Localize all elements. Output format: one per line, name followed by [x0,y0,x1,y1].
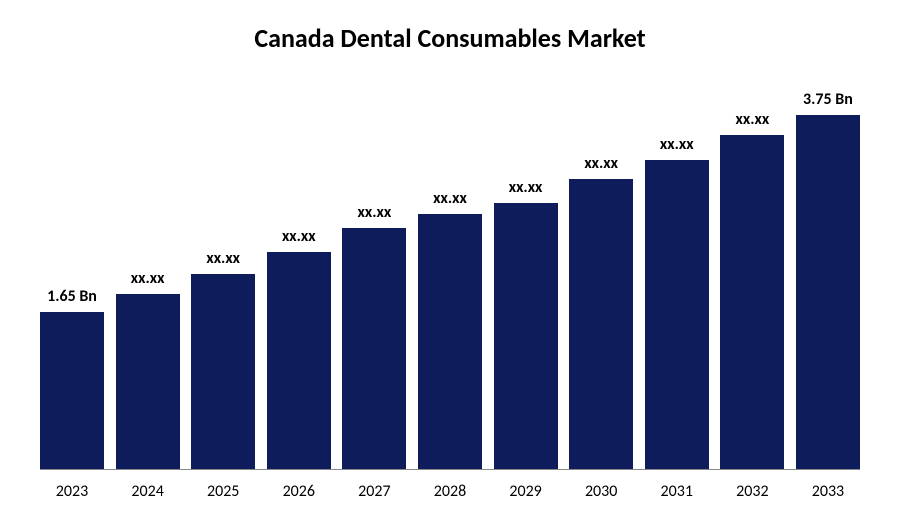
x-label: 2025 [191,482,255,501]
bar-value-label: 1.65 Bn [47,287,97,306]
bar-group: 1.65 Bn [40,90,104,469]
bar-value-label: xx.xx [509,178,543,197]
bars-container: 1.65 Bn xx.xx xx.xx xx.xx xx.xx xx.xx xx… [40,90,860,470]
x-label: 2026 [267,482,331,501]
bar-value-label: xx.xx [282,227,316,246]
bar-value-label: xx.xx [206,249,240,268]
x-label: 2028 [418,482,482,501]
bar-value-label: xx.xx [736,110,770,129]
x-label: 2030 [569,482,633,501]
bar-group: xx.xx [342,90,406,469]
bar-2030 [569,179,633,469]
bar-group: xx.xx [191,90,255,469]
bar-value-label: xx.xx [131,269,165,288]
bar-2029 [494,203,558,469]
x-label: 2023 [40,482,104,501]
bar-2027 [342,228,406,469]
bar-2024 [116,294,180,469]
x-label: 2033 [796,482,860,501]
bar-2028 [418,214,482,469]
bar-value-label: xx.xx [433,189,467,208]
bar-group: 3.75 Bn [796,90,860,469]
bar-2032 [720,135,784,469]
chart-title: Canada Dental Consumables Market [0,0,900,54]
x-label: 2024 [116,482,180,501]
bar-group: xx.xx [645,90,709,469]
bar-2033 [796,115,860,469]
bar-value-label: xx.xx [660,135,694,154]
bar-group: xx.xx [494,90,558,469]
bar-group: xx.xx [267,90,331,469]
bar-2023 [40,312,104,469]
bar-group: xx.xx [116,90,180,469]
x-label: 2027 [342,482,406,501]
bar-value-label: xx.xx [358,203,392,222]
x-label: 2032 [720,482,784,501]
bar-2026 [267,252,331,469]
bar-value-label: xx.xx [584,154,618,173]
bar-group: xx.xx [569,90,633,469]
x-label: 2029 [494,482,558,501]
bar-group: xx.xx [720,90,784,469]
chart-plot-area: 1.65 Bn xx.xx xx.xx xx.xx xx.xx xx.xx xx… [40,90,860,470]
x-axis-labels: 2023 2024 2025 2026 2027 2028 2029 2030 … [40,482,860,501]
bar-value-label: 3.75 Bn [803,90,853,109]
bar-group: xx.xx [418,90,482,469]
bar-2025 [191,274,255,469]
x-label: 2031 [645,482,709,501]
bar-2031 [645,160,709,469]
